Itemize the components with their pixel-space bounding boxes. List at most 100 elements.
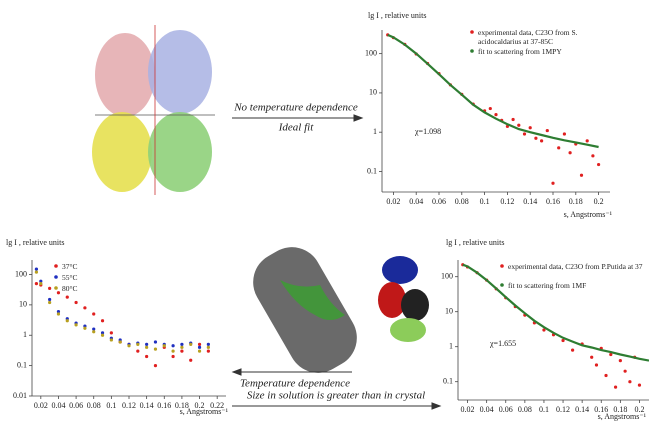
y-tick-label: 100 (15, 269, 27, 278)
legend-entry: experimental data, C23O from S. acidocal… (478, 28, 578, 46)
data-point (551, 181, 555, 185)
data-point (189, 358, 193, 362)
x-tick-label: 0.02 (386, 197, 400, 206)
data-point (65, 295, 69, 299)
data-point (48, 286, 52, 290)
data-point (628, 380, 632, 384)
legend-label: 55°C (62, 273, 78, 282)
data-point (534, 136, 538, 140)
data-point (579, 173, 584, 177)
data-point (542, 328, 546, 332)
data-point (206, 349, 210, 353)
data-point (604, 373, 608, 378)
data-point (100, 319, 105, 323)
y-tick-label: 100 (365, 48, 377, 57)
data-point (34, 282, 39, 286)
y-axis-label: lg I , relative units (368, 11, 426, 20)
data-point (92, 327, 96, 331)
data-point (623, 369, 627, 373)
data-point (585, 139, 589, 143)
data-point (180, 349, 184, 353)
legend-marker (470, 30, 474, 34)
data-point (56, 312, 61, 316)
data-point (618, 359, 622, 363)
data-point (127, 344, 131, 348)
x-tick-label: 0.14 (140, 401, 154, 410)
data-point (528, 126, 532, 130)
data-point (609, 352, 613, 357)
data-point (109, 331, 113, 335)
y-tick-label: 0.1 (367, 166, 377, 175)
y-tick-label: 10 (445, 307, 453, 316)
legend-label: fit to scattering from 1MF (508, 281, 587, 290)
data-point (180, 342, 184, 346)
data-point (74, 323, 78, 327)
data-point (65, 319, 69, 323)
x-tick-label: 0.1 (539, 405, 549, 414)
x-tick-label: 0.1 (106, 401, 116, 410)
legend-marker (470, 49, 474, 53)
x-tick-label: 0.04 (51, 401, 65, 410)
data-point (83, 306, 87, 310)
legend-label: experimental data, C23O from P.Putida at… (508, 262, 643, 271)
x-tick-label: 0.18 (569, 197, 583, 206)
data-point (568, 151, 572, 155)
data-point (494, 113, 498, 117)
legend-entry: fit to scattering from 1MF (508, 281, 587, 290)
legend-label: 80°C (62, 284, 78, 293)
x-axis-label: s, Angstroms⁻¹ (180, 407, 229, 416)
x-tick-label: 0.02 (34, 401, 48, 410)
data-point (171, 349, 175, 353)
legend-entry: 37°C (62, 262, 78, 271)
y-tick-label: 10 (19, 300, 27, 309)
data-point (48, 297, 52, 302)
data-point (39, 282, 43, 286)
data-point (545, 128, 549, 133)
x-tick-label: 0.12 (556, 405, 570, 414)
legend-entry: 80°C (62, 284, 78, 293)
x-tick-label: 0.18 (175, 401, 189, 410)
data-point (561, 338, 565, 343)
x-tick-label: 0.12 (500, 197, 514, 206)
data-point (153, 347, 158, 351)
data-point (180, 345, 184, 349)
data-point (197, 349, 202, 353)
data-point (171, 344, 175, 348)
data-point (511, 117, 515, 122)
data-point (153, 364, 158, 368)
x-tick-label: 0.08 (87, 401, 101, 410)
protein-solution-model (253, 247, 429, 373)
y-axis-label: lg I , relative units (446, 238, 504, 247)
y-tick-label: 0.1 (17, 360, 27, 369)
x-tick-label: 0.06 (499, 405, 513, 414)
x-tick-label: 0.2 (634, 405, 644, 414)
data-point (197, 345, 202, 349)
data-point (118, 340, 122, 344)
data-point (74, 300, 78, 305)
annotation: Ideal fit (278, 122, 314, 134)
data-point (145, 345, 149, 349)
legend-entry: experimental data, C23O from P.Putida at… (508, 262, 643, 271)
fit-line (462, 263, 649, 362)
legend-label: experimental data, C23O from S. acidocal… (478, 28, 578, 46)
y-tick-label: 1 (23, 330, 27, 339)
data-point (206, 345, 210, 349)
legend-marker (54, 264, 58, 268)
data-point (517, 123, 521, 127)
arrows (231, 114, 442, 410)
annotation: No temperature dependence (233, 102, 358, 114)
y-tick-label: 1 (449, 342, 453, 351)
y-tick-label: 1 (373, 127, 377, 136)
data-point (613, 385, 618, 389)
data-point (92, 330, 96, 334)
data-point (597, 162, 601, 167)
y-tick-label: 0.01 (13, 391, 27, 400)
x-tick-label: 0.14 (575, 405, 589, 414)
x-tick-label: 0.16 (157, 401, 171, 410)
x-tick-label: 0.2 (594, 197, 604, 206)
data-point (562, 132, 567, 136)
legend-marker (54, 286, 58, 290)
data-point (206, 342, 210, 346)
